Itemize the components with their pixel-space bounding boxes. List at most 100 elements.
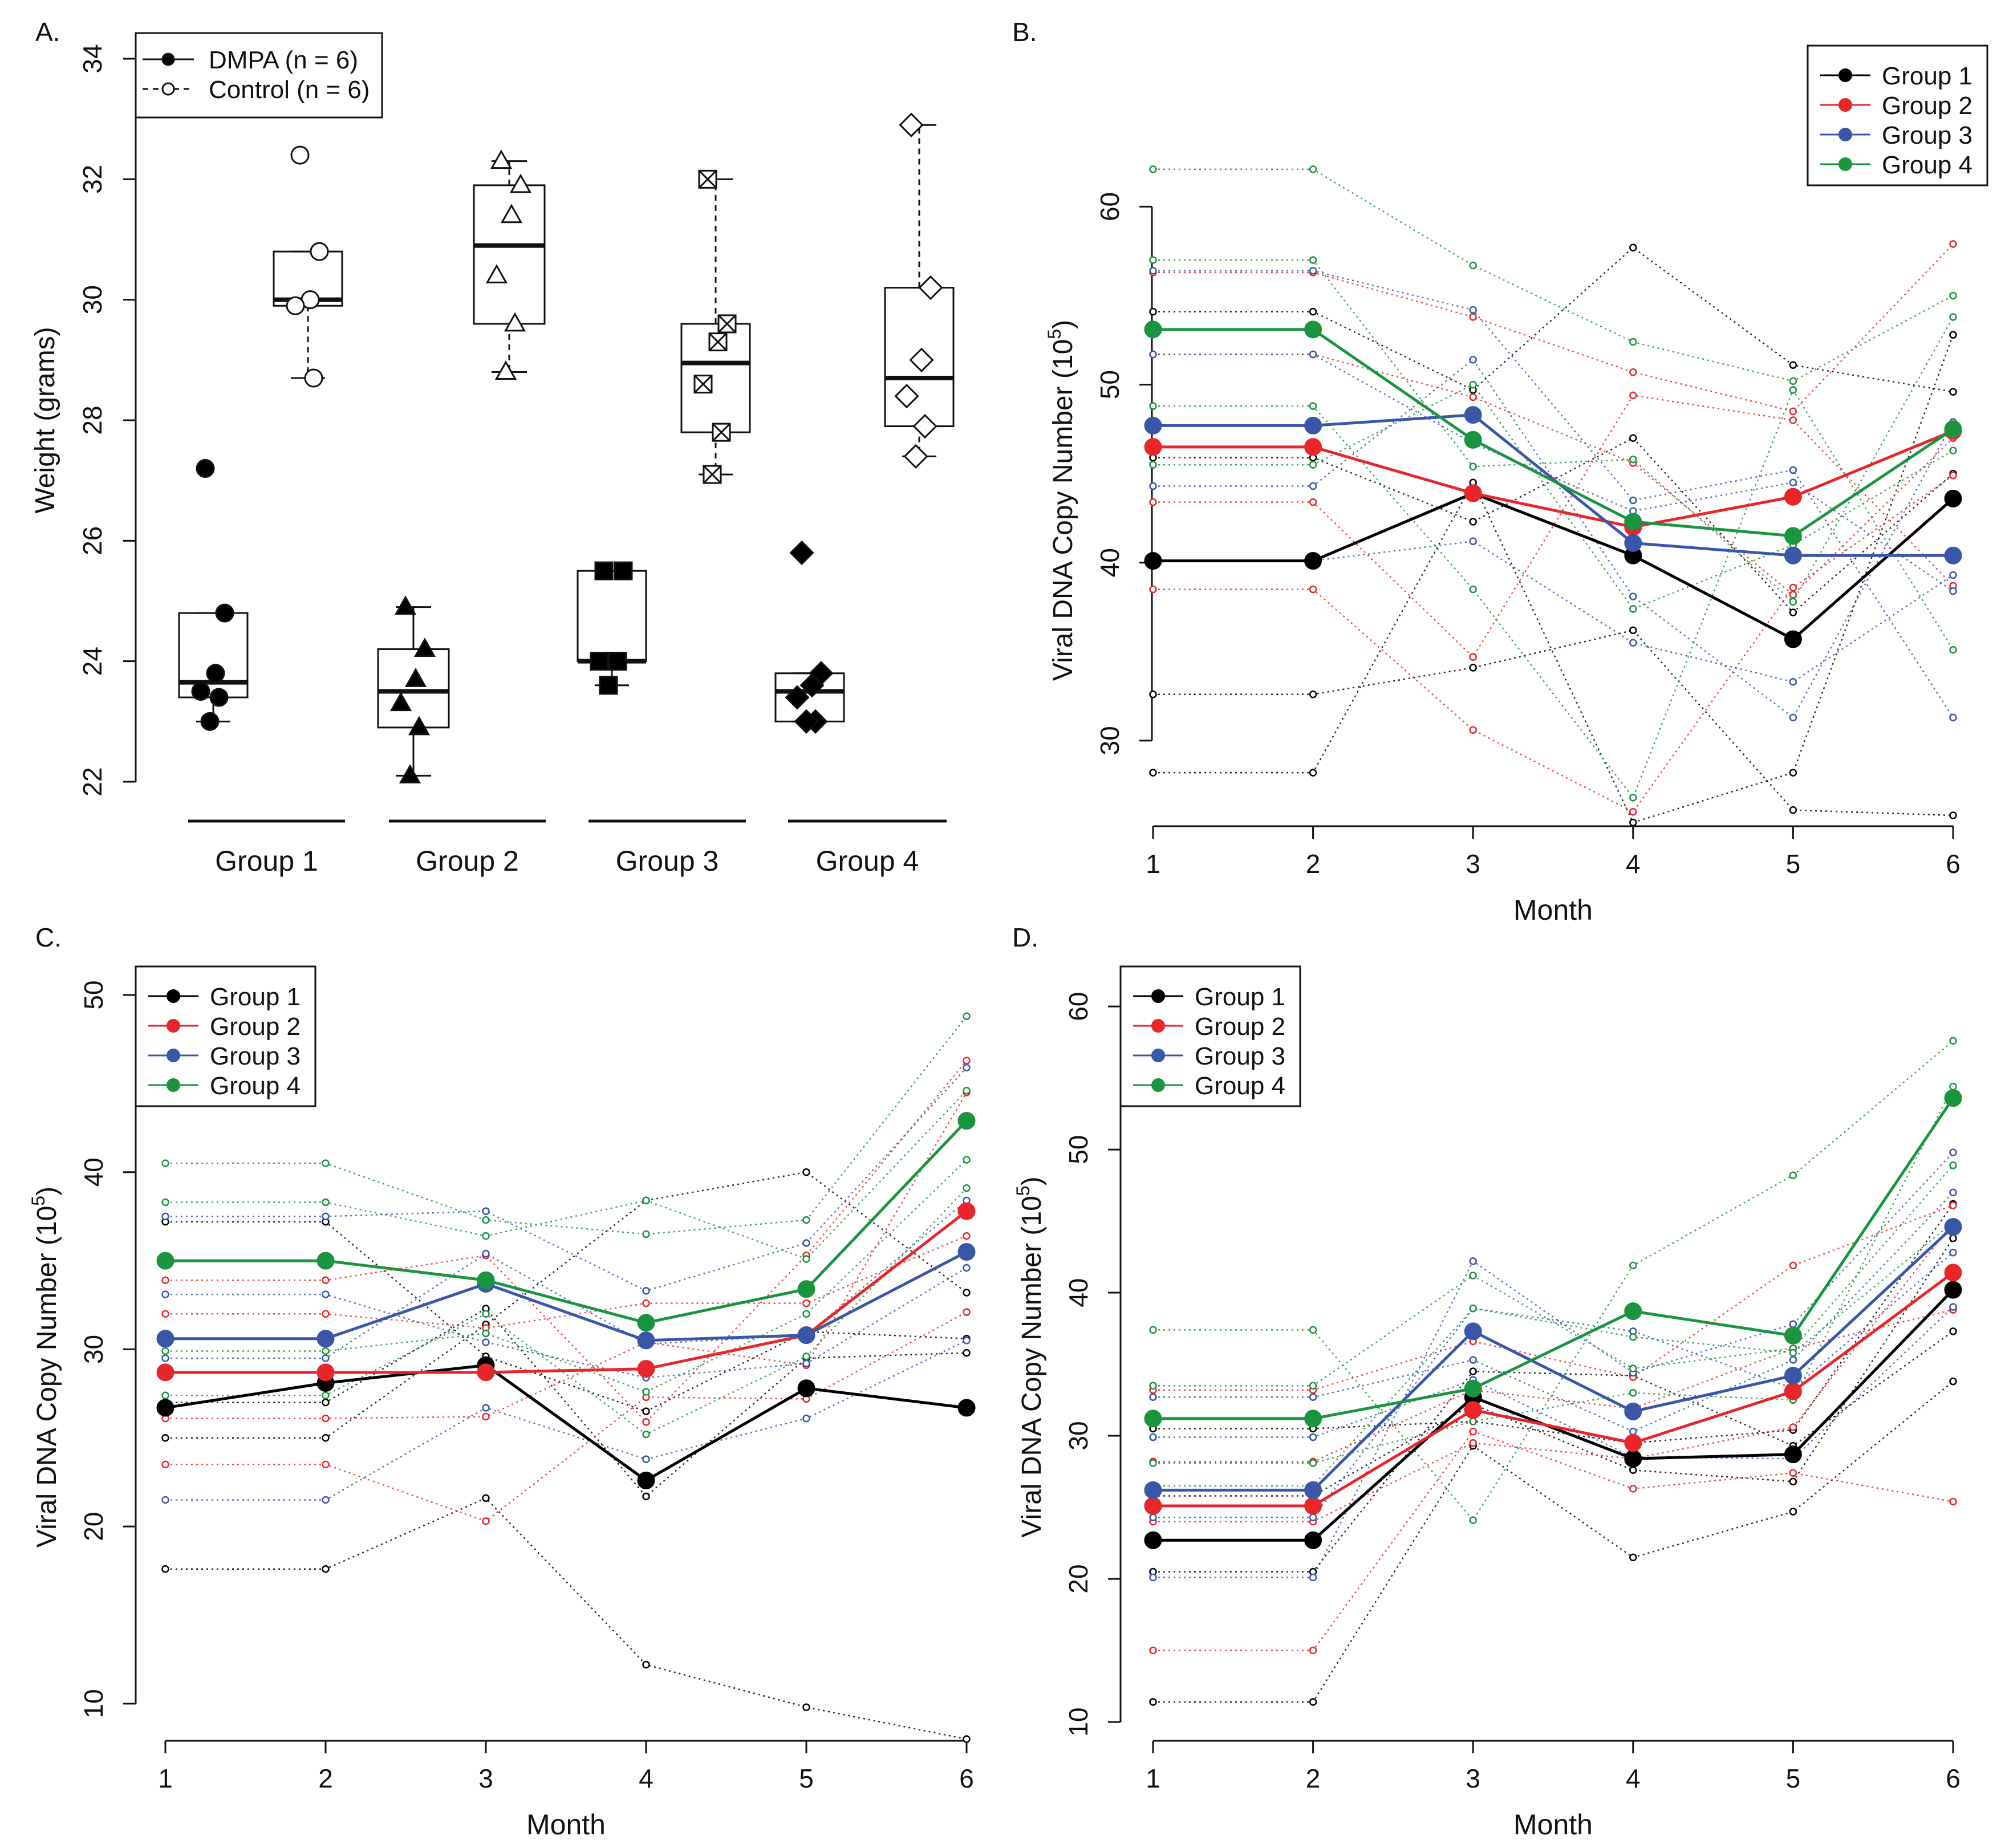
individual-line [1153,383,1954,610]
y-tick-label: 10 [79,1689,108,1718]
y-tick-label: 20 [1064,1564,1093,1593]
individual-point [963,1735,971,1743]
individual-point [161,1290,169,1298]
mean-line [165,1363,967,1483]
box [178,612,249,698]
individual-point [1949,1201,1957,1209]
x-tick-label: 4 [639,1764,654,1793]
individual-point [1949,388,1957,396]
individual-point [963,1337,971,1345]
individual-line [1153,394,1954,659]
individual-line [1153,1380,1954,1703]
legend-marker [167,1078,180,1092]
individual-point [1629,605,1637,613]
individual-point [1309,461,1317,469]
legend-marker [1838,128,1852,141]
individual-point [161,1460,169,1469]
individual-point [1789,416,1797,424]
individual-point [161,1159,169,1167]
individual-point [1949,811,1957,819]
data-point [490,149,513,169]
individual-point [322,1434,330,1442]
x-tick-label: 4 [1626,1764,1641,1793]
individual-point [1149,585,1157,594]
individual-point [1789,1423,1797,1431]
individuals-group-4 [161,1012,971,1439]
y-tick-label: 26 [78,526,107,555]
x-axis-title: Month [526,1809,606,1841]
individual-point [1149,498,1157,506]
box-dmpa-3 [577,561,647,695]
mean-point [1784,488,1802,506]
individual-point [963,1012,971,1021]
mean-point [797,1379,815,1398]
individual-point [642,1196,650,1205]
box-control-1 [273,145,343,388]
individual-point [482,1310,490,1318]
data-point [191,682,210,701]
legend-label: Group 2 [210,1013,301,1041]
mean-point [1784,527,1802,545]
y-tick-label: 20 [79,1512,108,1541]
individual-point [1149,165,1157,173]
individual-point [1789,1171,1797,1180]
mean-line [1153,413,1953,557]
mean-point [1624,1434,1642,1452]
mean-line [165,1250,968,1342]
individual-point [1149,350,1157,359]
individuals-group-3 [1149,267,1957,722]
mean-point [1144,320,1162,339]
individual-point [802,1310,810,1318]
individual-point [1469,1516,1477,1524]
individual-line [1153,474,1954,813]
data-point [200,712,220,731]
individual-point [1309,1513,1317,1521]
individual-point [322,1391,330,1399]
individual-point [642,1660,650,1669]
individual-point [1469,1356,1477,1364]
individual-point [1469,380,1477,389]
individual-point [1949,313,1957,321]
mean-point [1944,1264,1962,1282]
mean-point [1464,1401,1482,1419]
individual-point [482,1494,490,1502]
individual-point [1309,350,1317,359]
box-control-2 [473,149,546,380]
data-point [500,204,523,224]
individual-line [165,1090,967,1260]
individual-line [1153,168,1954,382]
individual-line [1153,1164,1954,1387]
panel-label: D. [1012,923,1038,952]
individual-point [1469,261,1477,270]
individual-line [1153,1203,1954,1444]
box [577,570,647,663]
data-point-cross [717,314,737,333]
data-point [912,413,937,439]
mean-point [797,1280,815,1298]
individual-point [1949,240,1957,248]
mean-point [957,1202,976,1220]
mean-group-3 [1144,1218,1962,1499]
individual-point [1149,1698,1157,1706]
individual-point [963,1087,971,1095]
individual-line [165,1067,967,1292]
individual-point [161,1354,169,1362]
legend-marker [161,52,175,66]
individual-point [1789,583,1797,592]
individual-point [1789,466,1797,474]
data-point [894,384,919,409]
y-axis-title: Viral DNA Copy Number (105) [28,1187,62,1548]
y-axis-title-close: ) [32,1187,62,1196]
individual-point [161,1565,169,1573]
mean-point [1304,1481,1322,1499]
legend-marker [167,989,180,1003]
mean-point [1944,1089,1962,1107]
individual-point [1629,338,1637,346]
box-control-3 [680,169,751,484]
individual-line [1153,1222,1954,1487]
individual-point [161,1310,169,1318]
y-tick-label: 40 [1095,548,1125,577]
mean-point [316,1252,335,1270]
individual-point [161,1198,169,1207]
individual-point [322,1310,330,1318]
